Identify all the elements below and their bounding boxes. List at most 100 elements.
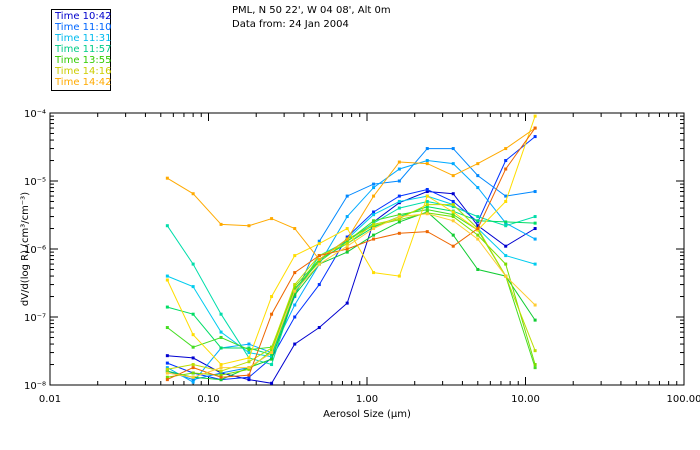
x-tick-label: 1.00 [356, 394, 378, 405]
data-point [372, 237, 376, 241]
data-point [165, 371, 169, 375]
x-tick-label: 10.00 [511, 394, 540, 405]
data-point [219, 371, 223, 375]
data-point [451, 244, 455, 248]
data-point [191, 192, 195, 196]
data-point [219, 335, 223, 339]
data-point [397, 217, 401, 221]
data-point [317, 283, 321, 287]
data-point [451, 219, 455, 223]
data-point [372, 271, 376, 275]
data-point [425, 159, 429, 163]
legend-entry: Time 11:10 [55, 22, 112, 33]
data-point [397, 160, 401, 164]
data-point [247, 348, 251, 352]
data-point [165, 361, 169, 365]
data-point [165, 326, 169, 330]
data-point [372, 213, 376, 217]
data-point [165, 375, 169, 379]
data-point [191, 345, 195, 349]
data-point [425, 162, 429, 166]
data-point [425, 199, 429, 203]
data-point [372, 219, 376, 223]
data-point [293, 271, 297, 275]
data-point [451, 203, 455, 207]
data-point [451, 215, 455, 219]
data-point [293, 315, 297, 319]
series-line [167, 127, 536, 381]
data-point [533, 227, 537, 231]
data-point [397, 194, 401, 198]
data-point [219, 375, 223, 379]
legend-entry: Time 13:55 [55, 55, 112, 66]
x-axis-label: Aerosol Size (μm) [323, 409, 411, 420]
data-point [504, 224, 508, 228]
data-point [247, 360, 251, 364]
data-point [270, 312, 274, 316]
data-point [293, 293, 297, 297]
data-point [270, 363, 274, 367]
data-point [533, 126, 537, 130]
y-tick-label: 10⁻⁸ [24, 381, 46, 392]
data-point [504, 220, 508, 224]
data-point [191, 262, 195, 266]
data-point [219, 222, 223, 226]
data-point [533, 363, 537, 367]
data-point [270, 349, 274, 353]
data-point [345, 244, 349, 248]
x-tick-label: 100.00 [667, 394, 700, 405]
data-point [533, 366, 537, 370]
data-point [504, 167, 508, 171]
data-point [247, 346, 251, 350]
data-point [191, 375, 195, 379]
data-point [425, 205, 429, 209]
data-point [165, 224, 169, 228]
data-point [247, 366, 251, 370]
data-point [397, 215, 401, 219]
data-point [165, 305, 169, 309]
data-point [533, 190, 537, 194]
data-point [165, 278, 169, 282]
data-point [247, 351, 251, 355]
data-point [533, 303, 537, 307]
legend-entry: Time 14:16 [55, 66, 112, 77]
data-point [247, 367, 251, 371]
data-point [504, 147, 508, 151]
x-tick-label: 0.01 [39, 394, 61, 405]
y-axis-label: dV/d(log R) (cm³/cm⁻³) [20, 192, 31, 306]
data-point [533, 237, 537, 241]
data-point [504, 262, 508, 266]
data-point [317, 254, 321, 258]
data-point [270, 295, 274, 299]
series-line [167, 204, 536, 372]
data-point [345, 237, 349, 241]
y-tick-label: 10⁻⁷ [24, 313, 46, 324]
data-point [451, 147, 455, 151]
data-point [293, 254, 297, 258]
data-point [345, 239, 349, 243]
data-point [345, 235, 349, 239]
data-point [372, 227, 376, 231]
data-point [247, 375, 251, 379]
data-point [293, 227, 297, 231]
data-point [191, 363, 195, 367]
data-point [165, 369, 169, 373]
data-point [270, 346, 274, 350]
data-point [451, 162, 455, 166]
data-point [191, 285, 195, 289]
data-point [165, 274, 169, 278]
data-point [533, 262, 537, 266]
data-point [451, 199, 455, 203]
data-point [219, 366, 223, 370]
data-point [293, 303, 297, 307]
data-point [317, 258, 321, 262]
data-point [425, 190, 429, 194]
data-point [191, 312, 195, 316]
data-point [425, 147, 429, 151]
data-point [317, 262, 321, 266]
data-point [191, 380, 195, 384]
data-point [191, 333, 195, 337]
y-tick-label: 10⁻⁶ [24, 245, 46, 256]
data-point [293, 342, 297, 346]
data-point [270, 381, 274, 385]
